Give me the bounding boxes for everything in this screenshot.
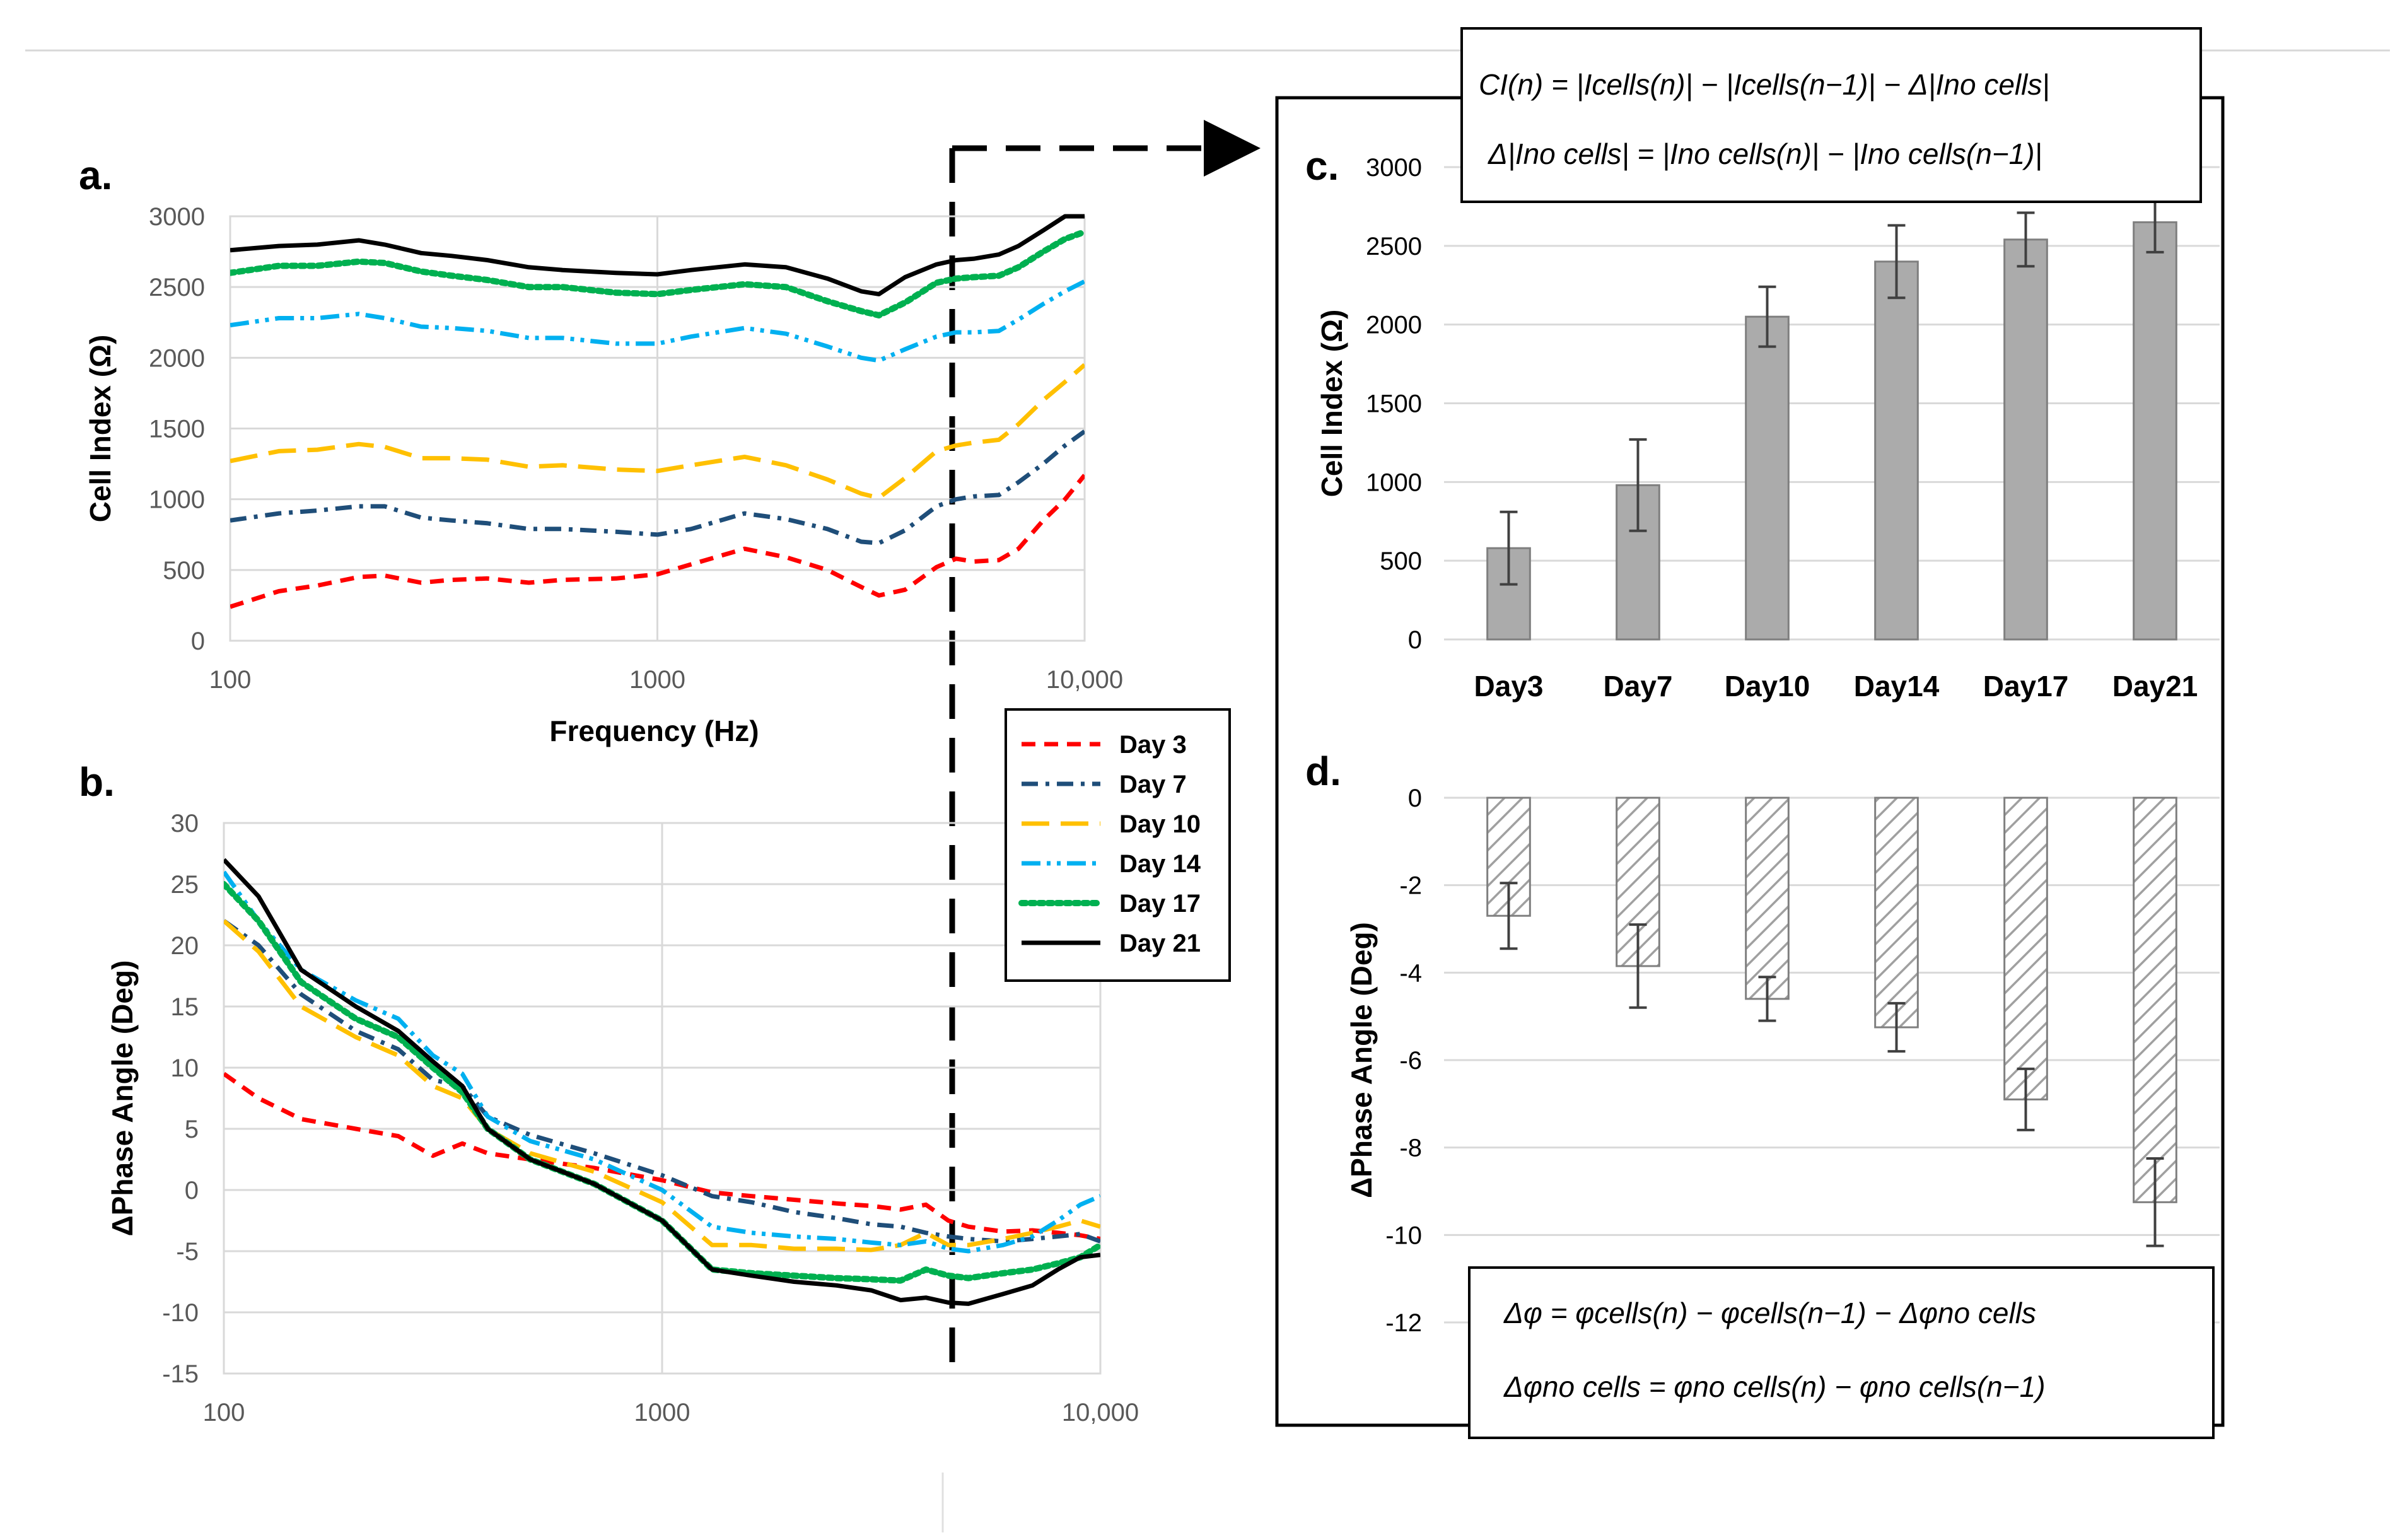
y-tick-label: 2000 bbox=[1366, 312, 1422, 339]
category-label: Day3 bbox=[1474, 670, 1544, 703]
y-tick-label: 20 bbox=[171, 932, 199, 960]
y-tick-label: 500 bbox=[163, 557, 205, 585]
legend-label: Day 7 bbox=[1119, 771, 1187, 798]
y-axis-title: Cell Index (Ω) bbox=[84, 335, 117, 523]
y-tick-label: 3000 bbox=[149, 203, 205, 231]
bar-day17 bbox=[2003, 238, 2048, 641]
y-tick-label: 5 bbox=[185, 1116, 199, 1143]
plot-area bbox=[229, 215, 1086, 642]
bar-day21 bbox=[2133, 221, 2177, 641]
y-tick-label: -6 bbox=[1399, 1047, 1422, 1075]
series-line-day-7 bbox=[224, 919, 1100, 1244]
panel-label: b. bbox=[79, 759, 115, 805]
y-axis-title: ΔPhase Angle (Deg) bbox=[1345, 922, 1378, 1198]
x-tick-label: 1000 bbox=[634, 1399, 690, 1426]
equation-ci-line2: Δ|Ino cells| = |Ino cells(n)| − |Ino cel… bbox=[1488, 137, 2042, 170]
equation-box-phi: Δφ = φcells(n) − φcells(n−1) − Δφno cell… bbox=[1468, 1266, 2215, 1439]
y-tick-label: 3000 bbox=[1366, 154, 1422, 182]
y-tick-label: 2500 bbox=[1366, 233, 1422, 260]
legend-label: Day 21 bbox=[1119, 930, 1201, 957]
panel-a-cell-index-vs-frequency: 0 500 1000 1500 2000 2500 3000 100 1000 10,000 a. C… bbox=[79, 153, 1123, 747]
category-label: Day10 bbox=[1725, 670, 1810, 703]
y-tick-label: 2500 bbox=[149, 274, 205, 301]
series-line-day-17 bbox=[224, 881, 1100, 1284]
y-tick-label: -2 bbox=[1399, 872, 1422, 900]
series-line-day-3 bbox=[230, 474, 1085, 609]
y-tick-label: 25 bbox=[171, 871, 199, 899]
equation-phi-line2: Δφno cells = φno cells(n) − φno cells(n−… bbox=[1503, 1370, 2046, 1403]
panel-d-phase-angle-bars: 0 -2 -4 -6 -8 -10 -12 d. ΔPhase Angle (Deg) bbox=[1305, 749, 2220, 1337]
series-line-day-10 bbox=[224, 919, 1100, 1252]
y-tick-label: 0 bbox=[185, 1177, 199, 1205]
series-line-day-14 bbox=[224, 870, 1100, 1254]
equation-box-ci: CI(n) = |Icells(n)| − |Icells(n−1)| − Δ|… bbox=[1460, 27, 2202, 203]
y-tick-label: 10 bbox=[171, 1054, 199, 1082]
panel-label: c. bbox=[1305, 143, 1339, 189]
bar-day21 bbox=[2133, 796, 2177, 1203]
y-tick-label: -4 bbox=[1399, 959, 1422, 987]
series-line-day-10 bbox=[230, 363, 1085, 500]
y-axis-title: Cell Index (Ω) bbox=[1315, 310, 1348, 498]
y-tick-label: 1000 bbox=[1366, 469, 1422, 496]
series-line-day-7 bbox=[230, 429, 1085, 545]
legend-label: Day 17 bbox=[1119, 890, 1201, 918]
panel-c-cell-index-bars: 0 500 1000 1500 2000 2500 3000 Day3 Day7 Day10 Day… bbox=[1305, 143, 2220, 703]
y-tick-label: 1000 bbox=[149, 486, 205, 514]
legend-label: Day 14 bbox=[1119, 850, 1201, 878]
equation-ci-line1: CI(n) = |Icells(n)| − |Icells(n−1)| − Δ|… bbox=[1479, 68, 2049, 101]
series-line-day-21 bbox=[224, 858, 1100, 1306]
x-tick-label: 100 bbox=[209, 666, 252, 694]
y-tick-label: -12 bbox=[1385, 1309, 1422, 1337]
y-tick-label: -15 bbox=[162, 1360, 199, 1388]
series-line-day-17 bbox=[230, 228, 1085, 318]
y-tick-label: 0 bbox=[1408, 626, 1422, 654]
y-tick-label: 30 bbox=[171, 810, 199, 837]
panel-b-phase-angle-vs-frequency: -15 -10 -5 0 5 10 15 20 25 30 100 1000 10,000 b. ΔPhas… bbox=[79, 759, 1139, 1426]
panel-label: a. bbox=[79, 153, 112, 198]
legend: Day 3 Day 7 Day 10 Day 14 Day 17 Day 21 bbox=[1005, 708, 1231, 982]
y-tick-label: 15 bbox=[171, 993, 199, 1021]
x-tick-label: 1000 bbox=[629, 666, 685, 694]
y-tick-label: 2000 bbox=[149, 344, 205, 372]
bar-day7 bbox=[1616, 796, 1660, 967]
bar-day10 bbox=[1745, 315, 1790, 641]
category-label: Day17 bbox=[1983, 670, 2069, 703]
panel-label: d. bbox=[1305, 749, 1341, 794]
plot-area bbox=[223, 822, 1102, 1375]
bar-day14 bbox=[1874, 796, 1919, 1029]
y-tick-label: -10 bbox=[162, 1299, 199, 1327]
y-tick-label: -5 bbox=[176, 1238, 199, 1266]
y-tick-label: 1500 bbox=[149, 416, 205, 443]
series-line-day-14 bbox=[230, 279, 1085, 363]
category-label: Day21 bbox=[2112, 670, 2198, 703]
y-axis-title: ΔPhase Angle (Deg) bbox=[106, 960, 139, 1237]
equation-phi-line1: Δφ = φcells(n) − φcells(n−1) − Δφno cell… bbox=[1503, 1297, 2036, 1329]
legend-label: Day 10 bbox=[1119, 810, 1201, 838]
series-line-day-21 bbox=[230, 214, 1085, 296]
legend-label: Day 3 bbox=[1119, 731, 1187, 759]
series-line-day-3 bbox=[224, 1071, 1100, 1242]
x-tick-label: 100 bbox=[203, 1399, 245, 1426]
x-tick-label: 10,000 bbox=[1046, 666, 1123, 694]
y-tick-label: 0 bbox=[1408, 785, 1422, 812]
y-tick-label: -10 bbox=[1385, 1222, 1422, 1249]
y-tick-label: 500 bbox=[1380, 547, 1422, 575]
bar-day10 bbox=[1745, 796, 1790, 1000]
x-tick-label: 10,000 bbox=[1062, 1399, 1139, 1426]
bar-day14 bbox=[1874, 260, 1919, 641]
bar-day17 bbox=[2003, 796, 2048, 1100]
category-label: Day14 bbox=[1854, 670, 1940, 703]
legend-frame bbox=[1005, 708, 1231, 982]
y-tick-label: -8 bbox=[1399, 1135, 1422, 1162]
y-tick-label: 1500 bbox=[1366, 390, 1422, 418]
y-tick-label: 0 bbox=[191, 627, 205, 655]
x-axis-title: Frequency (Hz) bbox=[549, 715, 759, 747]
category-label: Day7 bbox=[1604, 670, 1673, 703]
